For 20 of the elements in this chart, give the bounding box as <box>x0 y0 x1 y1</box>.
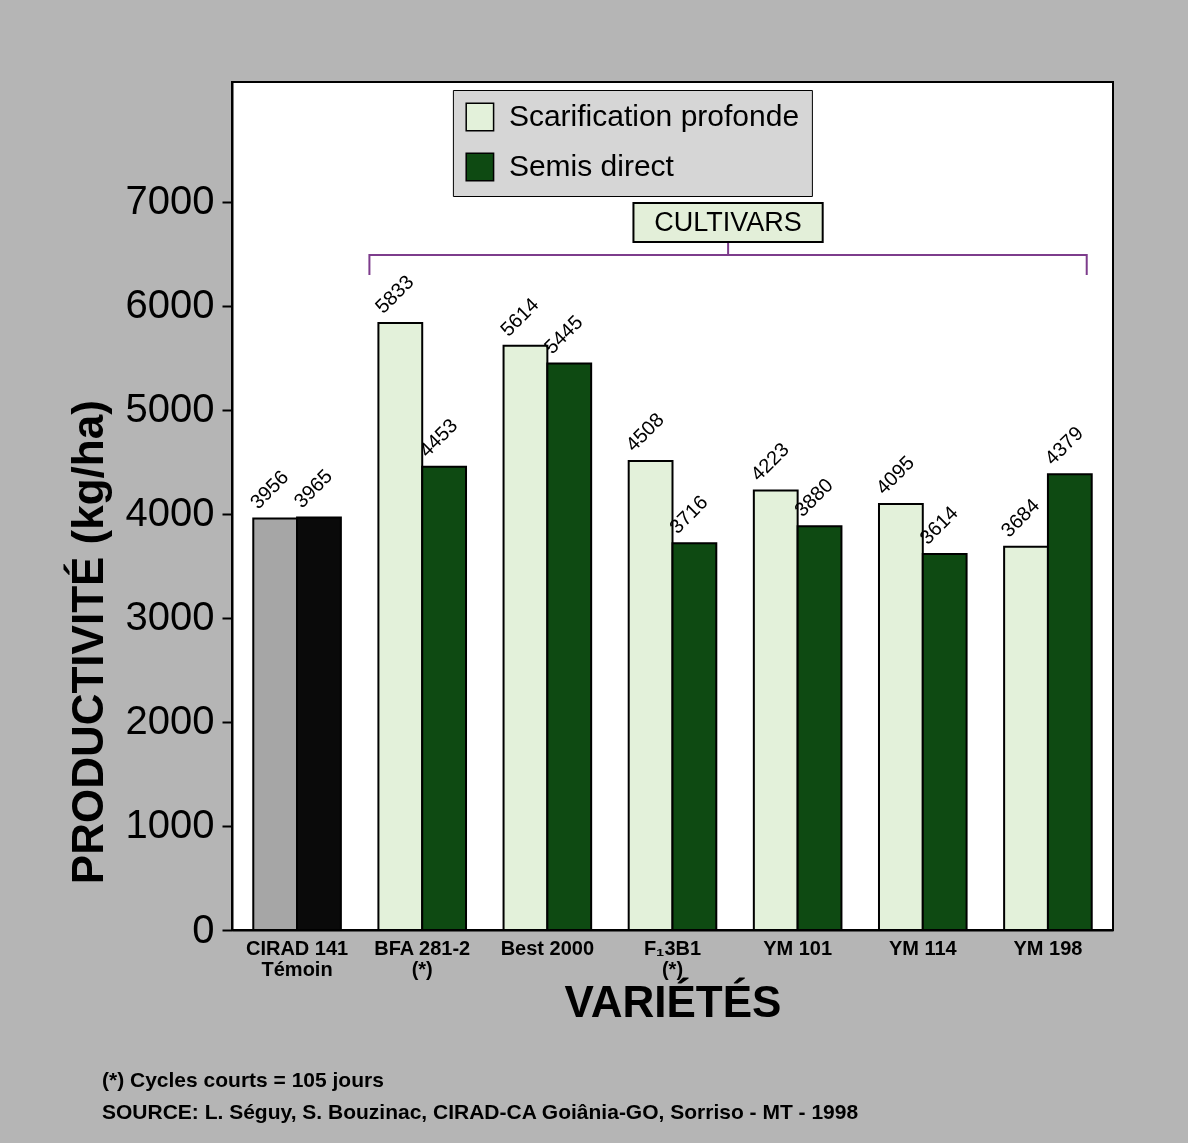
x-tick-label: YM 198 <box>1013 936 1083 959</box>
x-tick-label: YM 114 <box>888 936 958 959</box>
y-tick-label: 5000 <box>125 386 215 431</box>
x-tick-label: Best 2000 <box>500 936 595 959</box>
source-note: SOURCE: L. Séguy, S. Bouzinac, CIRAD-CA Goiânia-GO, Sorriso - MT - 1998 <box>102 1100 859 1123</box>
text: (*) Cycles courts = 105 jours <box>102 1068 384 1091</box>
y-tick-label: 3000 <box>125 594 215 639</box>
y-axis-title: PRODUCTIVITÉ (kg/ha) <box>62 400 112 885</box>
y-tick-label: 0 <box>192 906 215 951</box>
y-tick-label: 1000 <box>125 802 215 847</box>
x-tick-label: YM 101 <box>763 936 833 959</box>
y-tick-label: 2000 <box>125 698 215 743</box>
annotation: CULTIVARS <box>654 207 802 237</box>
y-tick-label: 4000 <box>125 490 215 535</box>
x-tick-label: CIRAD 141 Témoin <box>245 936 349 980</box>
y-tick-label: 6000 <box>125 282 215 327</box>
legend-label: Semis direct <box>508 149 675 182</box>
x-tick-label: BFA 281-2 (*) <box>374 936 471 980</box>
y-tick-label: 7000 <box>125 178 215 223</box>
legend-label: Scarification profonde <box>508 99 800 132</box>
